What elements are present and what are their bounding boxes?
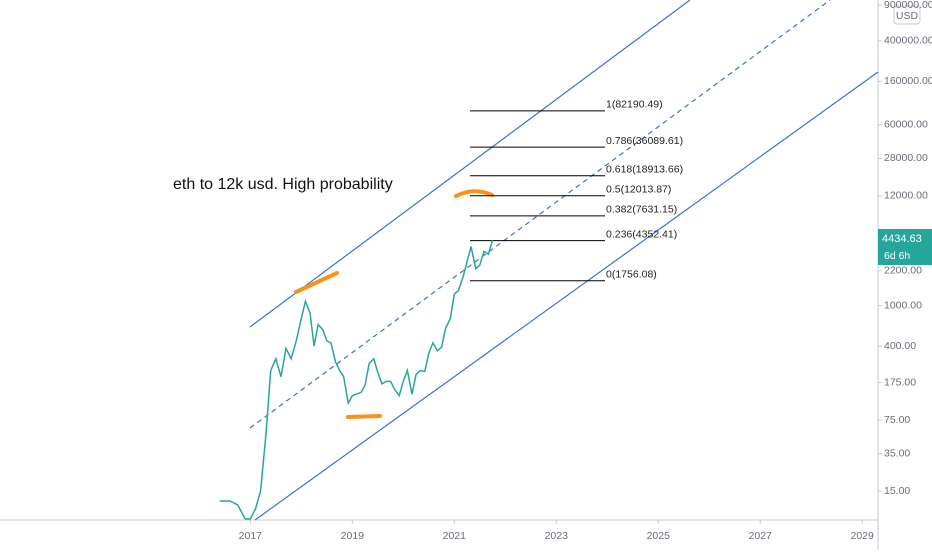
y-tick-label: 1000.00	[884, 299, 922, 311]
channel-middle	[249, 0, 831, 429]
channel-upper	[249, 0, 691, 328]
x-tick-label: 2019	[341, 530, 365, 542]
price-tag	[878, 229, 932, 265]
x-tick-label: 2021	[443, 530, 467, 542]
fib-label: 0.786(36089.61)	[606, 135, 683, 147]
fib-label: 1(82190.49)	[606, 99, 663, 111]
y-tick-label: 400000.00	[884, 35, 932, 47]
x-tick-label: 2023	[545, 530, 569, 542]
y-tick-label: 900000.00	[884, 0, 932, 11]
fib-label: 0.618(18913.66)	[606, 164, 683, 176]
currency-box	[893, 5, 921, 25]
fib-label: 0.5(12013.87)	[606, 184, 671, 196]
y-tick-label: 60000.00	[884, 119, 928, 131]
fib-label: 0.382(7631.15)	[606, 204, 677, 216]
x-tick-label: 2029	[851, 530, 875, 542]
highlight-mark	[454, 189, 494, 198]
fib-label: 0.236(4352.41)	[606, 228, 677, 240]
highlight-mark	[346, 414, 382, 419]
price-tag-countdown: 6d 6h	[884, 250, 910, 262]
y-tick-label: 12000.00	[884, 190, 928, 202]
y-tick-label: 28000.00	[884, 152, 928, 164]
price-line	[219, 239, 494, 520]
y-tick-label: 160000.00	[884, 75, 932, 87]
y-tick-label: 75.00	[884, 414, 910, 426]
annotation: eth to 12k usd. High probability	[173, 176, 393, 193]
highlight-mark	[294, 271, 339, 294]
x-tick-label: 2025	[647, 530, 671, 542]
y-tick-label: 400.00	[884, 340, 916, 352]
y-tick-label: 35.00	[884, 447, 910, 459]
x-tick-label: 2017	[239, 530, 263, 542]
price-tag-value: 4434.63	[882, 233, 922, 245]
y-tick-label: 15.00	[884, 485, 910, 497]
currency: USD	[896, 10, 919, 22]
fib-label: 0(1756.08)	[606, 268, 657, 280]
y-tick-label: 2200.00	[884, 265, 922, 277]
x-tick-label: 2027	[749, 530, 773, 542]
channel-lower	[254, 71, 879, 521]
y-tick-label: 175.00	[884, 376, 916, 388]
